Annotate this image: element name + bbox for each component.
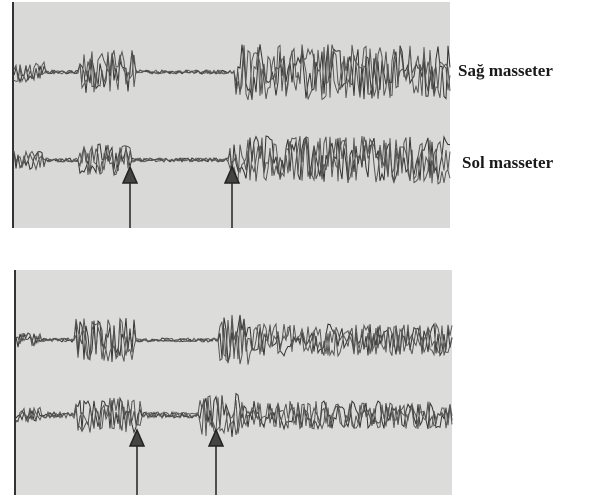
emg-trace (15, 395, 453, 437)
panel-top (12, 2, 450, 228)
arrow-head (207, 428, 225, 447)
arrow-head (121, 165, 139, 184)
emg-trace (15, 397, 453, 435)
arrow-head (128, 428, 146, 447)
arrow-head (223, 165, 241, 184)
label-right: Sağ masseter (458, 61, 553, 80)
arrows (121, 165, 241, 495)
label-left: Sol masseter (462, 153, 554, 172)
emg-trace (15, 316, 453, 365)
panel-bottom (14, 270, 452, 495)
emg-trace (15, 392, 453, 437)
emg-trace (13, 44, 451, 101)
emg-trace (15, 314, 453, 365)
